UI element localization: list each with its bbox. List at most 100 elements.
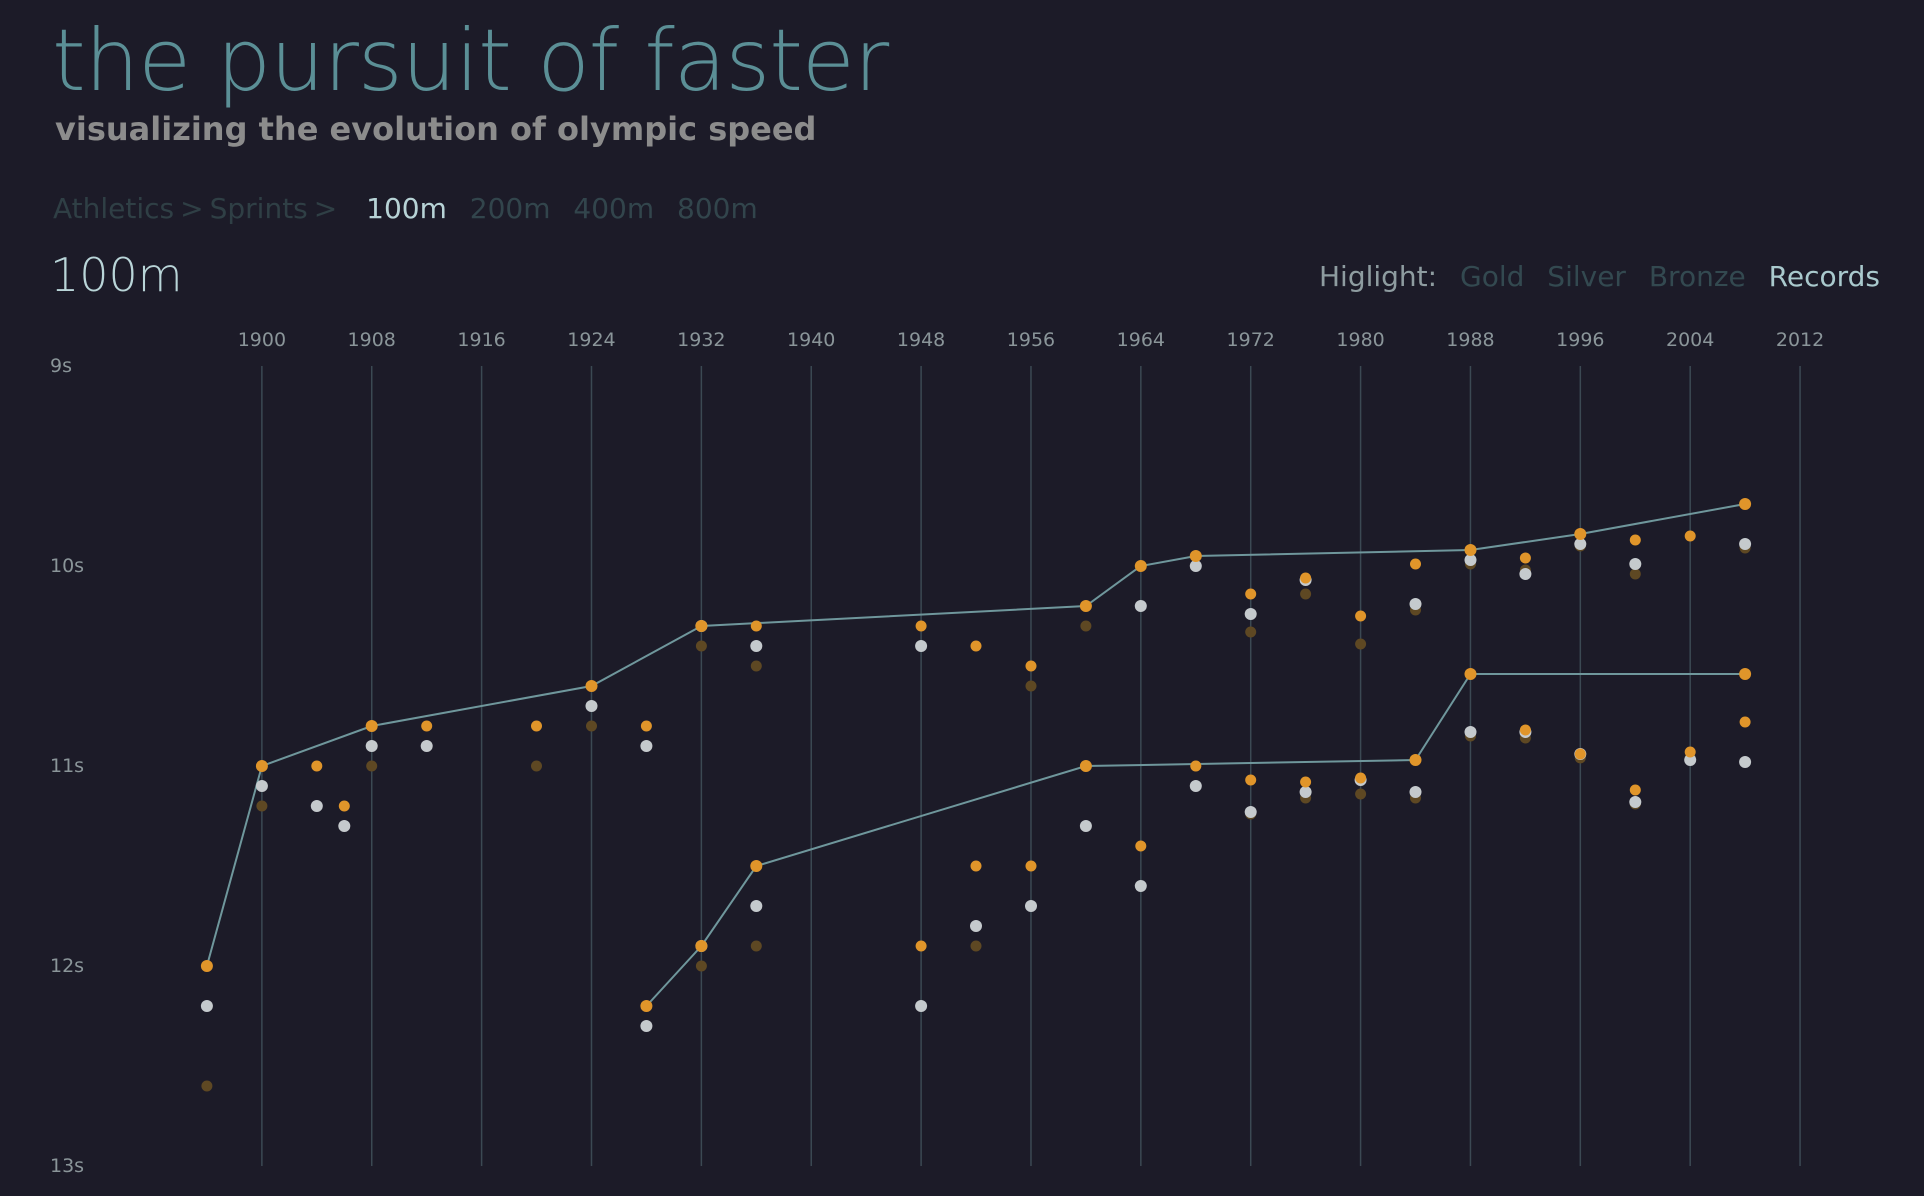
records-point-men-1996[interactable] (1574, 528, 1587, 540)
highlight-silver[interactable]: Silver (1547, 260, 1626, 293)
silver-point-men-1984[interactable] (1409, 598, 1422, 610)
gold-point-men-1904[interactable] (311, 760, 323, 772)
silver-point-women-1976[interactable] (1299, 786, 1312, 798)
highlight-records[interactable]: Records (1768, 260, 1880, 293)
bronze-point-men-1900[interactable] (256, 800, 268, 812)
silver-point-men-1904[interactable] (310, 800, 323, 812)
gold-point-men-2000[interactable] (1629, 534, 1641, 546)
bronze-point-men-1932[interactable] (695, 640, 707, 652)
gold-point-women-1952[interactable] (970, 860, 982, 872)
silver-point-men-1924[interactable] (585, 700, 598, 712)
gold-point-women-1972[interactable] (1245, 774, 1257, 786)
gold-point-men-1936[interactable] (750, 620, 762, 632)
gold-point-women-1956[interactable] (1025, 860, 1037, 872)
records-point-men-1932[interactable] (695, 620, 708, 632)
silver-point-men-1908[interactable] (365, 740, 378, 752)
highlight-gold[interactable]: Gold (1460, 260, 1525, 293)
gold-point-women-1980[interactable] (1355, 772, 1367, 784)
silver-point-women-1988[interactable] (1464, 726, 1477, 738)
silver-point-women-1984[interactable] (1409, 786, 1422, 798)
bronze-point-men-1920[interactable] (531, 760, 542, 772)
silver-point-men-1928[interactable] (640, 740, 653, 752)
gold-point-men-2004[interactable] (1684, 530, 1696, 542)
silver-point-women-1936[interactable] (750, 900, 763, 912)
bronze-point-women-1936[interactable] (750, 940, 762, 952)
silver-point-women-1928[interactable] (640, 1020, 653, 1032)
gold-point-men-1952[interactable] (970, 640, 982, 652)
gold-point-men-1984[interactable] (1410, 558, 1421, 570)
gold-point-women-1948[interactable] (915, 940, 927, 952)
gold-point-men-1928[interactable] (640, 720, 652, 732)
records-point-men-1924[interactable] (585, 680, 598, 692)
bronze-point-men-1960[interactable] (1080, 620, 1092, 632)
silver-point-men-2008[interactable] (1739, 538, 1752, 550)
silver-point-men-1988[interactable] (1464, 554, 1477, 566)
records-point-women-1984[interactable] (1409, 754, 1422, 766)
silver-point-men-1936[interactable] (750, 640, 763, 652)
event-link-800m[interactable]: 800m (677, 192, 758, 225)
silver-point-women-1952[interactable] (970, 920, 982, 932)
silver-point-men-1912[interactable] (420, 740, 433, 752)
bronze-point-men-1924[interactable] (586, 720, 597, 732)
bronze-point-men-1896[interactable] (201, 1080, 213, 1092)
gold-point-men-1948[interactable] (915, 620, 927, 632)
records-point-women-1988[interactable] (1464, 668, 1477, 680)
bronze-point-women-1980[interactable] (1355, 788, 1367, 800)
silver-point-women-2000[interactable] (1629, 796, 1642, 808)
records-point-women-1932[interactable] (695, 940, 708, 952)
records-point-men-2008[interactable] (1739, 498, 1752, 510)
records-point-women-1960[interactable] (1079, 760, 1092, 772)
silver-point-men-1896[interactable] (200, 1000, 213, 1012)
silver-point-men-1968[interactable] (1189, 560, 1202, 572)
breadcrumb-athletics[interactable]: Athletics (53, 192, 175, 225)
gold-point-women-1968[interactable] (1190, 760, 1202, 772)
gold-point-women-2000[interactable] (1629, 784, 1641, 796)
event-link-200m[interactable]: 200m (469, 192, 551, 225)
gold-point-men-1980[interactable] (1355, 610, 1367, 622)
silver-point-men-1964[interactable] (1134, 600, 1147, 612)
bronze-point-men-2000[interactable] (1629, 568, 1641, 580)
records-point-women-2008[interactable] (1739, 668, 1752, 680)
gold-point-men-1956[interactable] (1025, 660, 1037, 672)
silver-point-men-1992[interactable] (1519, 568, 1532, 580)
records-point-men-1900[interactable] (255, 760, 268, 772)
gold-point-men-1920[interactable] (531, 720, 542, 732)
event-link-100m[interactable]: 100m (366, 192, 447, 225)
silver-point-women-1968[interactable] (1189, 780, 1202, 792)
records-point-men-1964[interactable] (1134, 560, 1147, 572)
silver-point-men-1972[interactable] (1244, 608, 1257, 620)
gold-point-men-1906[interactable] (338, 800, 350, 812)
silver-point-women-1964[interactable] (1134, 880, 1147, 892)
silver-point-men-1996[interactable] (1574, 538, 1587, 550)
bronze-point-men-1908[interactable] (366, 760, 378, 772)
bronze-point-women-1932[interactable] (695, 960, 707, 972)
silver-point-women-1960[interactable] (1079, 820, 1092, 832)
gold-point-men-1912[interactable] (421, 720, 433, 732)
highlight-bronze[interactable]: Bronze (1648, 260, 1746, 293)
silver-point-men-1906[interactable] (338, 820, 351, 832)
gold-point-women-1964[interactable] (1135, 840, 1147, 852)
gold-point-women-2004[interactable] (1684, 746, 1696, 758)
bronze-point-men-1980[interactable] (1355, 638, 1367, 650)
silver-point-women-2008[interactable] (1739, 756, 1752, 768)
gold-point-men-1972[interactable] (1245, 588, 1257, 600)
records-point-men-1960[interactable] (1079, 600, 1092, 612)
silver-point-men-2000[interactable] (1629, 558, 1642, 570)
bronze-point-men-1956[interactable] (1025, 680, 1037, 692)
silver-point-men-1948[interactable] (915, 640, 928, 652)
silver-point-women-1948[interactable] (915, 1000, 928, 1012)
breadcrumb-sprints[interactable]: Sprints (209, 192, 308, 225)
records-point-women-1936[interactable] (750, 860, 763, 872)
gold-point-women-1992[interactable] (1519, 724, 1531, 736)
gold-point-men-1976[interactable] (1300, 572, 1312, 584)
bronze-point-men-1936[interactable] (750, 660, 762, 672)
gold-point-women-2008[interactable] (1739, 716, 1751, 728)
bronze-point-men-1972[interactable] (1245, 626, 1257, 638)
records-point-men-1896[interactable] (200, 960, 213, 972)
records-point-men-1908[interactable] (365, 720, 378, 732)
records-point-men-1968[interactable] (1189, 550, 1202, 562)
event-link-400m[interactable]: 400m (573, 192, 655, 225)
records-point-men-1988[interactable] (1464, 544, 1477, 556)
silver-point-women-1972[interactable] (1244, 806, 1257, 818)
gold-point-men-1992[interactable] (1519, 552, 1531, 564)
